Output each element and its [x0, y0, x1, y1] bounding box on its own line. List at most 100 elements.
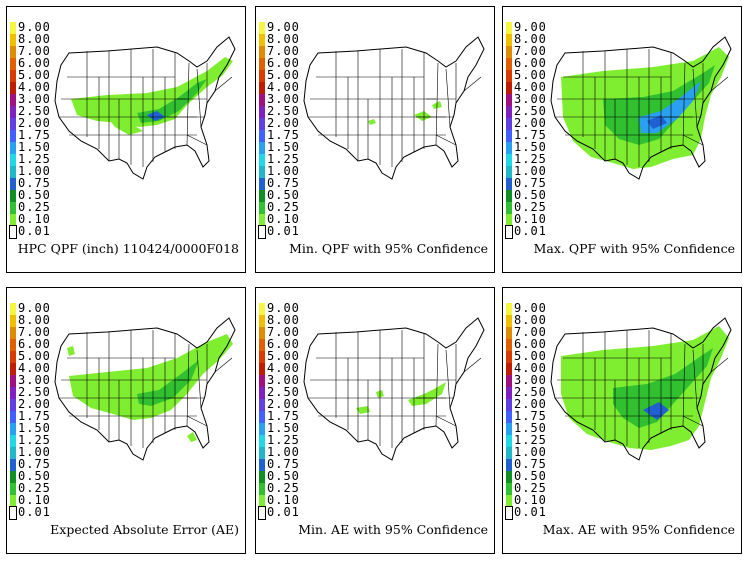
legend-swatch [259, 22, 265, 34]
legend-label: 1.75 [267, 128, 300, 142]
legend-swatch [259, 411, 265, 423]
legend-label: 3.00 [514, 92, 547, 106]
legend-label: 1.25 [18, 433, 51, 447]
legend-label: 0.50 [267, 188, 300, 202]
legend-label: 0.75 [267, 457, 300, 471]
legend-label: 0.10 [267, 212, 300, 226]
legend-label: 1.50 [18, 421, 51, 435]
legend-label: 4.00 [514, 80, 547, 94]
legend-entry: 1.00 [506, 165, 546, 178]
legend-entry: 4.00 [10, 80, 51, 94]
legend-entry: 0.75 [259, 177, 299, 190]
legend-entry: 0.01 [9, 506, 50, 520]
legend-entry: 0.10 [259, 494, 299, 507]
legend-label: 9.00 [18, 20, 51, 34]
legend-label: 8.00 [267, 313, 300, 327]
legend-entry: 0.25 [259, 201, 299, 214]
legend-swatch [259, 459, 265, 471]
legend-swatch [506, 22, 512, 34]
legend-swatch [259, 435, 265, 447]
legend-label: 4.00 [18, 80, 51, 94]
legend-entry: 9.00 [10, 302, 50, 315]
precip-area [414, 111, 432, 121]
legend-swatch [10, 70, 16, 82]
legend-label: 4.00 [267, 361, 300, 375]
legend-label: 5.00 [18, 349, 51, 363]
legend-label: 1.00 [267, 445, 300, 459]
legend-swatch [506, 202, 512, 214]
legend-swatch [506, 411, 512, 423]
legend-entry: 5.00 [259, 69, 299, 82]
legend-swatch [259, 142, 265, 154]
legend-entry: 0.75 [506, 457, 547, 471]
legend-entry: 0.10 [506, 213, 546, 226]
panel-caption: Expected Absolute Error (AE) [50, 522, 239, 537]
state-border [186, 343, 190, 427]
legend-label: 1.25 [514, 433, 547, 447]
legend-entry: 1.50 [506, 141, 546, 154]
precip-area [603, 65, 715, 145]
legend-entry: 1.00 [259, 165, 299, 178]
legend-label: 6.00 [267, 337, 300, 351]
legend-swatch [259, 34, 265, 46]
legend-swatch [259, 327, 265, 339]
us-precip-map [303, 317, 485, 461]
legend-swatch [259, 303, 265, 315]
legend-label: 5.00 [514, 349, 547, 363]
legend-entry: 0.50 [506, 189, 546, 202]
legend-entry: 1.75 [10, 410, 50, 423]
legend-swatch [506, 58, 512, 70]
precip-area [71, 57, 233, 127]
legend-swatch [506, 166, 512, 178]
legend-swatch [10, 459, 16, 471]
legend-entry: 9.00 [10, 20, 51, 34]
legend-entry: 1.25 [10, 153, 50, 166]
state-border [435, 62, 439, 146]
precip-legend: 9.00 8.00 7.00 6.00 5.00 4.00 3.00 2.50 2.00 1.75… [258, 20, 300, 239]
legend-label: 0.25 [267, 481, 300, 495]
map-panel-min-qpf: 9.00 8.00 7.00 6.00 5.00 4.00 3.00 2.50 2.00 1.75… [255, 6, 495, 273]
legend-swatch [10, 118, 16, 130]
map-panel-max-ae: 9.00 8.00 7.00 6.00 5.00 4.00 3.00 2.50 2.00 1.75… [502, 287, 742, 554]
legend-entry: 0.25 [506, 482, 546, 495]
legend-entry: 1.75 [10, 129, 50, 142]
legend-label: 9.00 [514, 20, 547, 34]
legend-entry: 0.01 [258, 225, 299, 239]
legend-label: 8.00 [18, 313, 51, 327]
legend-entry: 0.25 [10, 201, 50, 214]
legend-label: 1.25 [514, 152, 547, 166]
legend-label: 1.25 [267, 433, 300, 447]
legend-entry: 0.75 [259, 457, 300, 471]
legend-entry: 0.25 [259, 481, 300, 495]
legend-label: 0.10 [18, 493, 51, 507]
precip-area [613, 348, 713, 428]
precip-legend: 9.00 8.00 7.00 6.00 5.00 4.00 3.00 2.50 2.00 1.75… [9, 20, 51, 239]
state-border [682, 415, 704, 427]
precip-legend: 9.00 8.00 7.00 6.00 5.00 4.00 3.00 2.50 2.00 1.75… [9, 302, 51, 520]
legend-swatch [506, 471, 512, 483]
legend-entry: 6.00 [259, 337, 300, 351]
legend-label: 1.50 [18, 140, 51, 154]
legend-label: 1.75 [514, 128, 547, 142]
legend-label: 0.75 [514, 457, 547, 471]
legend-label: 0.25 [514, 200, 547, 214]
panel-caption: Min. QPF with 95% Confidence [289, 241, 488, 256]
legend-entry: 1.75 [259, 410, 299, 423]
legend-label: 9.00 [267, 20, 300, 34]
legend-label: 6.00 [18, 56, 51, 70]
legend-label: 6.00 [514, 56, 547, 70]
legend-swatch [10, 435, 16, 447]
legend-label: 3.00 [267, 373, 300, 387]
legend-entry: 1.25 [506, 152, 547, 166]
legend-label: 1.00 [18, 445, 51, 459]
legend-swatch [259, 387, 265, 399]
legend-swatch [259, 339, 265, 351]
legend-swatch [10, 339, 16, 351]
legend-label: 3.00 [18, 92, 51, 106]
legend-swatch [259, 483, 265, 495]
us-precip-map [303, 36, 485, 180]
legend-entry: 1.00 [10, 165, 50, 178]
legend-entry: 0.75 [506, 177, 546, 190]
legend-label: 8.00 [18, 32, 51, 46]
legend-swatch [10, 58, 16, 70]
